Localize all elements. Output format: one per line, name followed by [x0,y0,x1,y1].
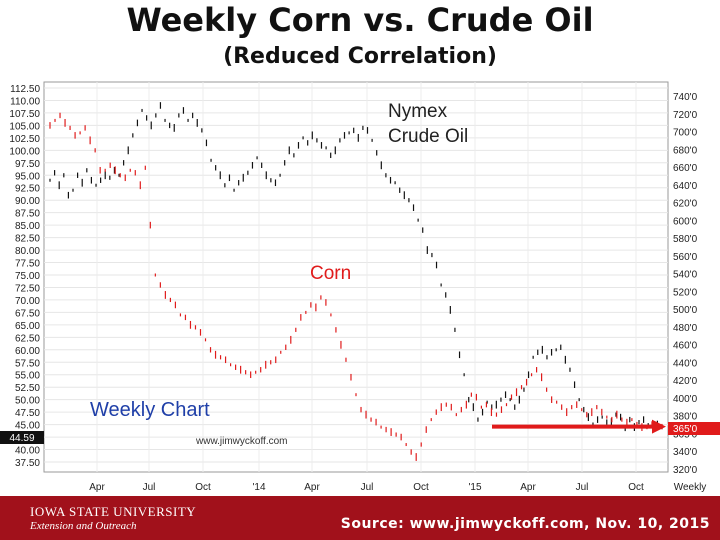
x-tick-label: Jul [361,482,374,493]
left-tick-label: 85.00 [15,221,40,232]
left-tick-label: 105.00 [9,121,40,132]
left-tick-label: 77.50 [15,259,40,270]
left-tick-label: 75.00 [15,271,40,282]
right-tick-label: 340'0 [673,447,698,458]
right-tick-label: 740'0 [673,92,698,103]
right-axis: 740'0 720'0 700'0 680'0 660'0 640'0 620'0 600'0… [673,92,698,476]
left-tick-label: 40.00 [15,446,40,457]
right-tick-label: 460'0 [673,341,698,352]
left-tick-label: 47.50 [15,408,40,419]
x-tick-label: Apr [89,482,105,493]
x-tick-label: Oct [628,482,644,493]
left-tick-label: 70.00 [15,296,40,307]
left-tick-label: 57.50 [15,358,40,369]
left-tick-label: 92.50 [15,184,40,195]
x-tick-label: '14 [252,482,265,493]
left-current-badge [0,431,44,444]
x-tick-label: Weekly [674,482,707,493]
x-tick-label: Apr [304,482,320,493]
grid [44,82,668,472]
price-arrow-head [652,419,666,434]
left-tick-label: 90.00 [15,196,40,207]
right-tick-label: 600'0 [673,216,698,227]
x-tick-label: Apr [520,482,536,493]
right-tick-label: 640'0 [673,181,698,192]
left-tick-label: 65.00 [15,321,40,332]
left-tick-label: 97.50 [15,159,40,170]
crude-oil-label-line1: Nymex [388,101,448,122]
left-tick-label: 100.00 [9,146,40,157]
right-current-badge [668,422,720,435]
right-tick-label: 580'0 [673,234,698,245]
right-current-value: 365'0 [673,424,698,435]
corn-label: Corn [310,263,351,284]
weekly-chart-label: Weekly Chart [90,399,210,421]
left-tick-label: 45.00 [15,421,40,432]
right-tick-label: 520'0 [673,287,698,298]
chart-subtitle: (Reduced Correlation) [223,44,497,69]
right-tick-label: 480'0 [673,323,698,334]
right-tick-label: 700'0 [673,128,698,139]
right-tick-label: 420'0 [673,376,698,387]
x-tick-label: Jul [143,482,156,493]
university-unit: Extension and Outreach [30,520,137,532]
right-tick-label: 380'0 [673,412,698,423]
left-tick-label: 95.00 [15,171,40,182]
right-tick-label: 680'0 [673,145,698,156]
left-tick-label: 72.50 [15,283,40,294]
left-tick-label: 110.00 [10,96,40,107]
left-tick-label: 67.50 [15,308,40,319]
left-tick-label: 87.50 [15,209,40,220]
right-tick-label: 620'0 [673,199,698,210]
x-tick-label: '15 [468,482,481,493]
right-tick-label: 500'0 [673,305,698,316]
website-label: www.jimwyckoff.com [195,436,288,447]
left-tick-label: 50.00 [15,396,40,407]
left-tick-label: 102.50 [9,134,40,145]
source-text: Source: www.jimwyckoff.com, Nov. 10, 201… [340,516,710,532]
x-tick-label: Jul [576,482,589,493]
x-tick-label: Oct [413,482,429,493]
crude-oil-label-line2: Crude Oil [388,126,468,147]
x-axis: Apr Jul Oct '14 Apr Jul Oct '15 Apr Jul Oct Weekly [89,482,706,493]
left-tick-label: 80.00 [15,246,40,257]
right-tick-label: 400'0 [673,394,698,405]
left-tick-label: 37.50 [15,458,40,469]
university-logo: IOWA STATE UNIVERSITY Extension and Outr… [30,504,196,532]
university-name: IOWA STATE UNIVERSITY [30,504,197,519]
right-tick-label: 440'0 [673,358,698,369]
right-tick-label: 720'0 [673,110,698,121]
series-group [50,102,666,461]
left-current-value: 44.59 [9,433,34,444]
plot-frame [43,81,669,473]
left-tick-label: 82.50 [15,234,40,245]
right-tick-label: 320'0 [673,465,698,476]
left-tick-label: 107.50 [9,109,40,120]
right-tick-label: 540'0 [673,270,698,281]
left-tick-label: 62.50 [15,333,40,344]
right-tick-label: 560'0 [673,252,698,263]
left-tick-label: 60.00 [15,346,40,357]
right-tick-label: 660'0 [673,163,698,174]
footer-bar: IOWA STATE UNIVERSITY Extension and Outr… [0,496,720,540]
left-tick-label: 52.50 [15,383,40,394]
chart-title: Weekly Corn vs. Crude Oil [126,1,594,39]
left-tick-label: 55.00 [15,371,40,382]
left-tick-label: 112.50 [10,84,40,95]
x-tick-label: Oct [195,482,211,493]
